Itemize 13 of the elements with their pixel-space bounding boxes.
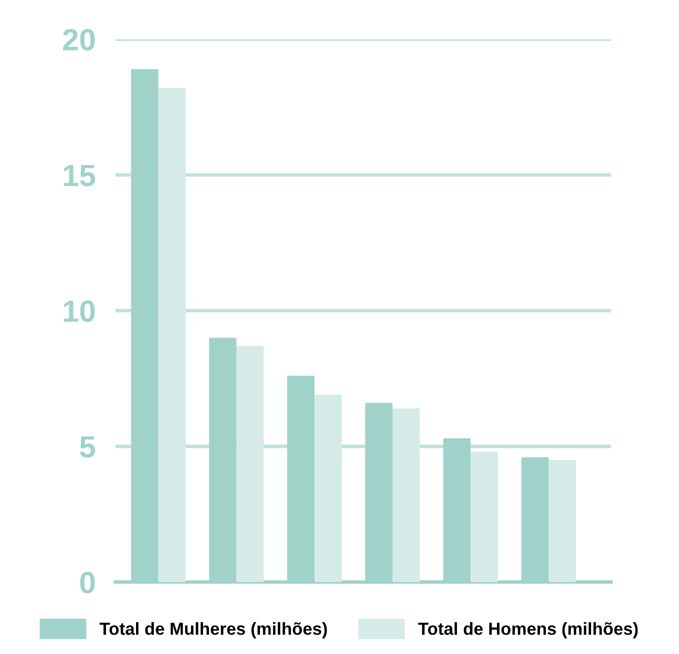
y-tick-label: 5: [80, 436, 96, 458]
bar: [236, 346, 264, 582]
bar: [548, 460, 576, 582]
bar: [314, 394, 342, 582]
legend-label: Total de Homens (milhões): [418, 622, 638, 638]
y-tick-label: 15: [64, 164, 96, 186]
y-tick-label: 10: [64, 300, 95, 322]
bar: [158, 88, 186, 582]
bar: [392, 408, 420, 582]
legend-label: Total de Mulheres (milhões): [100, 622, 327, 638]
y-tick-label: 20: [63, 28, 95, 51]
bar: [470, 452, 498, 582]
y-tick-label: 0: [80, 572, 95, 594]
